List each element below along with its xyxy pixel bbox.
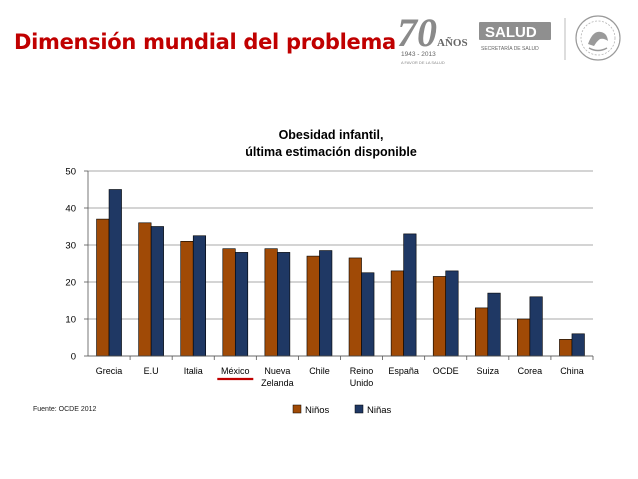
anniversary-number: 70 — [397, 10, 437, 55]
x-tick-label: Zelanda — [261, 378, 294, 388]
y-axis: 0 10 20 30 40 50 — [65, 167, 89, 363]
legend-label: Niños — [305, 405, 330, 416]
bar-ninos — [180, 241, 194, 357]
x-tick-label: China — [560, 366, 584, 376]
x-tick-label: Suiza — [477, 366, 500, 376]
bar-ninas — [529, 296, 543, 357]
bar-ninos — [222, 248, 236, 357]
bar-ninas — [192, 235, 207, 357]
x-tick-label: Grecia — [96, 366, 123, 376]
bar-ninos — [264, 248, 278, 357]
salud-logo-name: SALUD — [485, 24, 537, 41]
x-tick-label: Reino — [350, 366, 374, 376]
anniversary-years: 1943 - 2013 — [401, 51, 436, 58]
bars — [96, 189, 585, 357]
bar-ninas — [234, 252, 249, 357]
bar-ninos — [390, 270, 404, 357]
chart-title: Obesidad infantil, última estimación dis… — [245, 128, 417, 159]
slide-title: Dimensión mundial del problema — [14, 30, 396, 54]
bar-ninos — [138, 222, 152, 357]
x-tick-label: OCDE — [433, 366, 459, 376]
bar-ninos — [96, 218, 110, 357]
salud-logo: SALUD SECRETARÍA DE SALUD — [479, 22, 551, 52]
salud-logo-subtitle: SECRETARÍA DE SALUD — [481, 45, 539, 52]
anniversary-tagline: A FAVOR DE LA SALUD — [401, 60, 445, 65]
x-tick-label: España — [388, 366, 419, 376]
bar-ninos — [432, 276, 447, 357]
legend-swatch — [354, 404, 364, 414]
legend-swatch — [292, 404, 302, 414]
bar-ninos — [474, 307, 489, 357]
mexican-eagle-seal-icon — [575, 15, 621, 61]
y-tick-label: 10 — [65, 315, 76, 326]
x-tick-label: Nueva — [264, 366, 290, 376]
x-tick-label: Italia — [184, 366, 203, 376]
legend: Niños Niñas — [292, 404, 392, 416]
anniversary-70-logo: 70 AÑOS 1943 - 2013 A FAVOR DE LA SALUD — [397, 10, 468, 65]
y-tick-label: 30 — [65, 241, 76, 252]
bar-ninas — [108, 189, 122, 357]
x-tick-label: Unido — [350, 378, 374, 388]
bar-ninas — [403, 233, 417, 357]
bar-ninas — [319, 250, 333, 357]
legend-label: Niñas — [367, 405, 392, 416]
bar-ninas — [277, 252, 291, 357]
bar-ninos — [348, 257, 362, 357]
x-axis-labels: Grecia E.U Italia México Nueva Zelanda Chile Re… — [88, 355, 594, 388]
bar-ninos — [517, 318, 531, 357]
bar-ninas — [361, 272, 375, 357]
y-tick-label: 40 — [65, 204, 76, 215]
anniversary-word: AÑOS — [437, 37, 468, 49]
chart-title-line: última estimación disponible — [245, 145, 417, 159]
x-tick-label: Corea — [518, 366, 543, 376]
y-tick-label: 20 — [65, 278, 76, 289]
salud-logo-band — [479, 22, 551, 40]
bar-ninos — [306, 255, 320, 357]
bar-ninas — [150, 226, 164, 357]
bar-ninas — [445, 270, 459, 357]
source-note: Fuente: OCDE 2012 — [33, 406, 97, 413]
bar-ninos — [559, 339, 573, 357]
bar-ninas — [571, 333, 585, 357]
x-tick-label: México — [221, 366, 250, 376]
bar-ninas — [487, 292, 501, 357]
chart-title-line: Obesidad infantil, — [279, 128, 384, 142]
x-tick-label: E.U — [144, 366, 159, 376]
y-tick-label: 50 — [65, 167, 76, 178]
x-tick-label: Chile — [309, 366, 330, 376]
header-logos: 70 AÑOS 1943 - 2013 A FAVOR DE LA SALUD … — [397, 10, 621, 65]
y-tick-label: 0 — [71, 352, 76, 363]
